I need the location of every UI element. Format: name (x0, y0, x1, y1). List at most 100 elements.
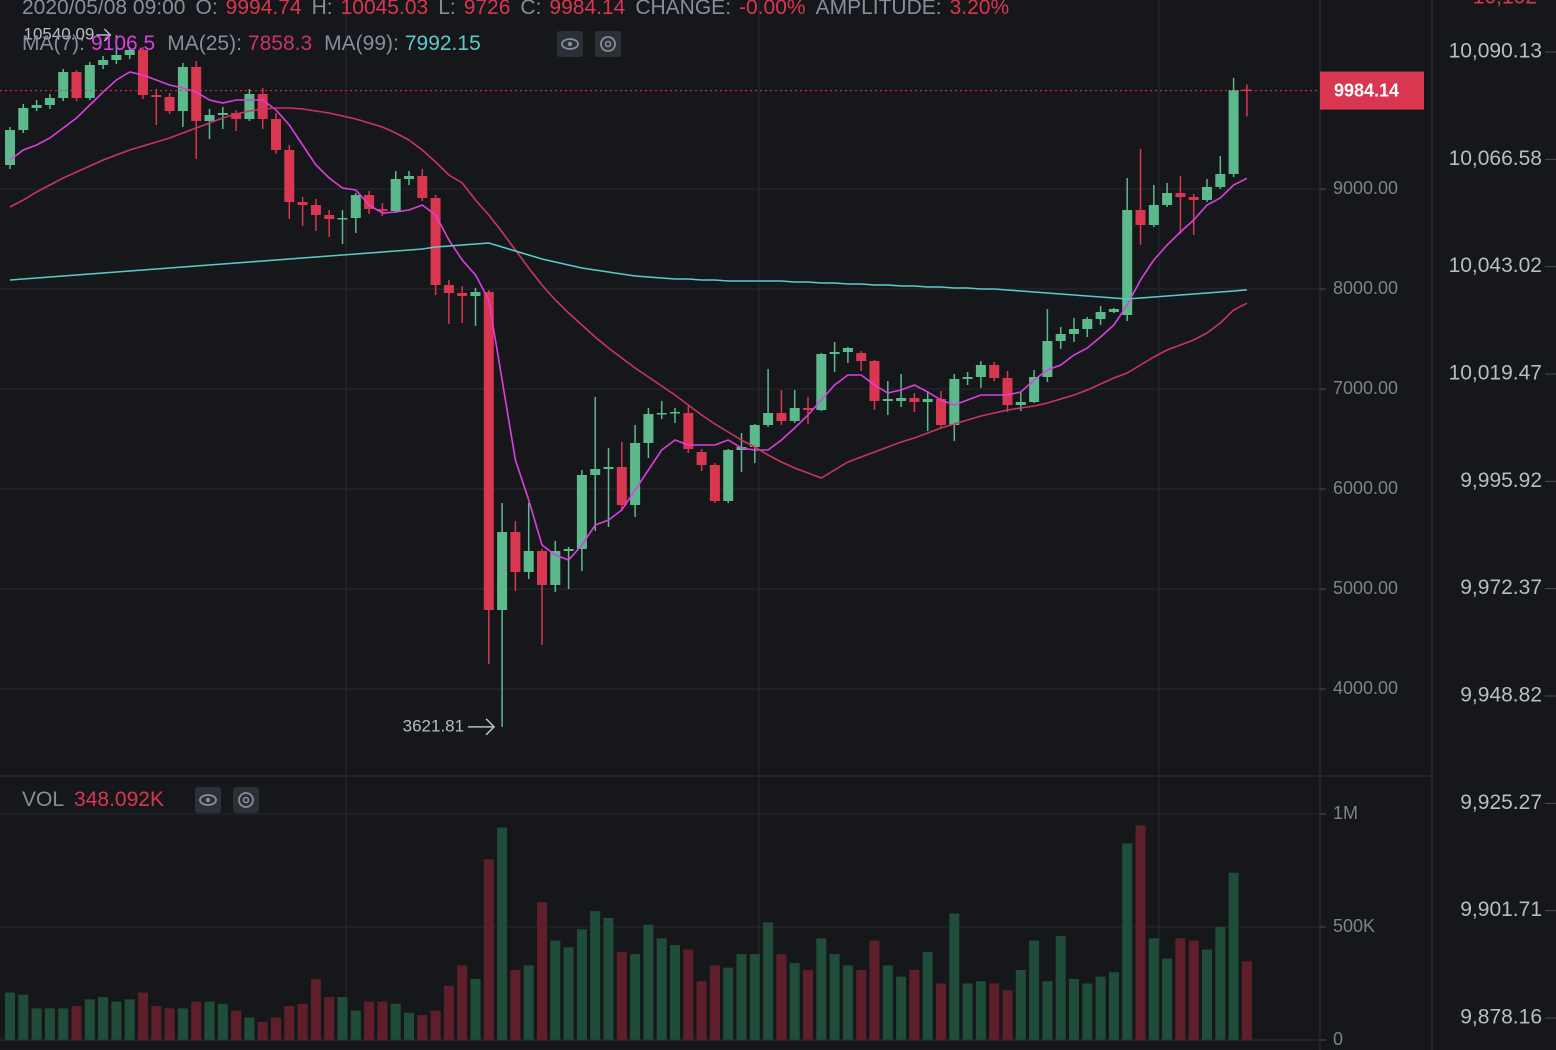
volume-bar (856, 969, 867, 1040)
current-price-tag (1320, 71, 1424, 110)
volume-bar (18, 994, 29, 1040)
y2-tick-label: 9,878.16 (1460, 1006, 1542, 1029)
candle-body (364, 195, 375, 209)
candle-body (497, 532, 508, 610)
candle-body (1122, 210, 1133, 315)
candle-body (749, 425, 760, 447)
y2-tick-label: 10,066.58 (1449, 147, 1542, 170)
axes: 9000.00 8000.00 7000.00 6000.00 5000.00 4000.… (1320, 0, 1556, 1049)
candle-body (1069, 329, 1079, 334)
volume-bar (922, 951, 933, 1040)
candle-body (18, 108, 29, 130)
legend-label: MA(7): (22, 32, 85, 55)
legend-value: 7992.15 (405, 32, 481, 55)
volume-bar (138, 992, 148, 1040)
eye-icon[interactable] (195, 787, 221, 813)
candle-body (377, 209, 388, 211)
volume-bar (962, 983, 973, 1040)
volume-bar (364, 1001, 375, 1040)
volume-bar (497, 827, 508, 1040)
volume-bar (936, 983, 946, 1040)
candle-body (523, 551, 534, 572)
candle-body (1162, 193, 1173, 205)
y2-tick-label: 9,948.82 (1460, 684, 1542, 707)
volume-bar (5, 992, 15, 1040)
candle-body (1055, 334, 1066, 341)
candle-body (896, 398, 907, 401)
y2-tick-label: 10,043.02 (1449, 254, 1542, 277)
volume-bar (244, 1017, 255, 1040)
candle-body (204, 115, 215, 121)
candle-body (869, 361, 880, 401)
candle-body (138, 50, 148, 95)
volume-bar (164, 1008, 175, 1040)
candle-body (1095, 312, 1106, 319)
volume-bar (803, 969, 813, 1040)
volume-bar (1069, 978, 1079, 1040)
candle-body (310, 205, 321, 215)
volume-bar (816, 938, 827, 1040)
candle-body (962, 377, 973, 379)
header-value: 9984.14 (549, 0, 625, 19)
candle-body (1108, 309, 1119, 312)
volume-bar (1108, 972, 1119, 1040)
candle-body (550, 551, 561, 585)
volume-bar (829, 954, 840, 1040)
volume-bar (310, 978, 321, 1040)
ma-line (9, 71, 1248, 561)
settings-icon[interactable] (233, 787, 259, 813)
ma-line (9, 242, 1247, 300)
volume-bar (430, 1010, 441, 1040)
volume-bar (1029, 940, 1040, 1040)
volume-bar (470, 978, 481, 1040)
volume-bar (1082, 983, 1093, 1040)
candle-body (1148, 205, 1159, 225)
volume-bar (324, 997, 335, 1040)
ma-line (9, 107, 1248, 479)
candle-body (723, 450, 734, 501)
candle-body (537, 551, 547, 585)
eye-icon[interactable] (557, 31, 583, 57)
volume-bar (417, 1015, 428, 1040)
candle-body (789, 408, 800, 421)
candle-body (776, 413, 787, 421)
y-tick-label: 5000.00 (1333, 578, 1398, 598)
candle-body (1188, 197, 1199, 200)
candle-body (816, 354, 827, 410)
y-tick-label: 6000.00 (1333, 478, 1398, 498)
volume-bar (723, 967, 734, 1040)
y2-tick-label: 9,972.37 (1460, 576, 1542, 599)
candle-body (829, 352, 840, 354)
candle-body (763, 413, 774, 425)
candle-body (124, 50, 135, 55)
settings-icon[interactable] (595, 31, 621, 57)
candle-body (922, 399, 933, 402)
candle-body (430, 198, 441, 285)
volume-bar (377, 1001, 388, 1040)
volume-bar (563, 947, 574, 1040)
volume-bar (590, 911, 601, 1040)
candle-body (842, 348, 853, 352)
volume-bar (896, 976, 907, 1040)
candle-body (603, 467, 614, 469)
candle-body (111, 55, 122, 60)
volume-bar (842, 965, 853, 1040)
candle-body (989, 365, 1000, 378)
candle-body (483, 292, 494, 610)
high-marker-arrow (96, 28, 112, 42)
candle-body (670, 412, 680, 414)
volume-bar (151, 1006, 162, 1040)
volume-bar (909, 969, 920, 1040)
plot: 10540.09 3621.81 (0, 24, 1320, 1040)
candle-body (177, 67, 188, 111)
candle-body (856, 353, 867, 361)
candle-body (1042, 341, 1053, 377)
volume-bar (670, 945, 680, 1040)
volume-bar (1241, 961, 1252, 1040)
volume-bar (989, 983, 1000, 1040)
volume-bar (337, 997, 348, 1040)
header-label: H: (312, 0, 333, 19)
candle-body (58, 72, 69, 98)
header-label: AMPLITUDE: (816, 0, 942, 19)
